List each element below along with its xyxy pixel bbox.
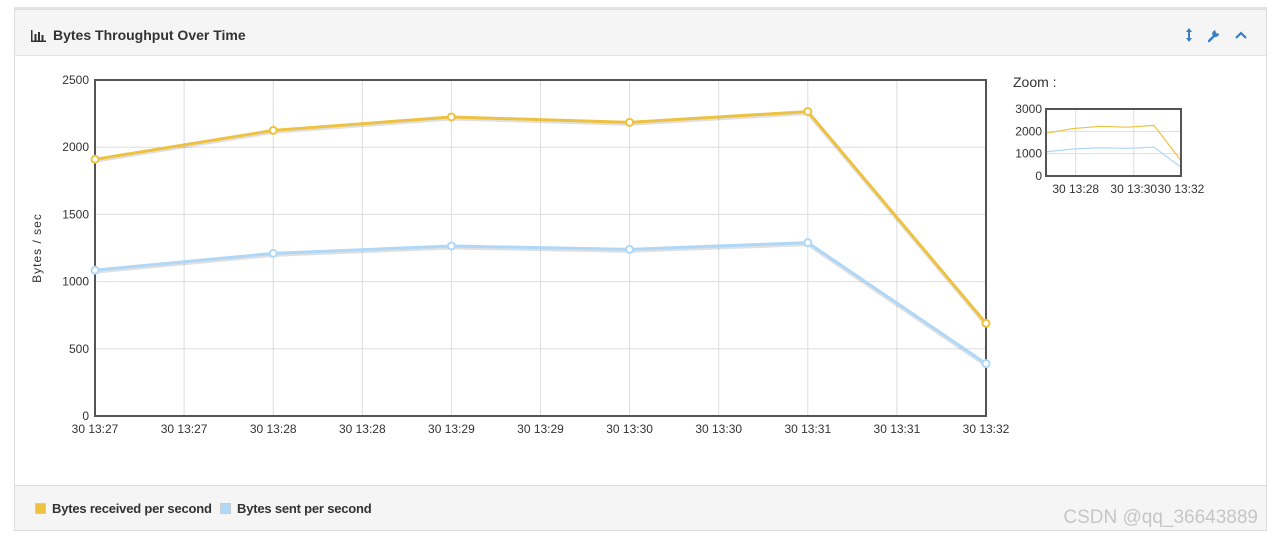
panel-title: Bytes Throughput Over Time	[53, 27, 246, 43]
y-tick-label: 1500	[62, 207, 89, 221]
data-point-received	[90, 154, 100, 164]
wrench-icon[interactable]	[1206, 27, 1222, 43]
zoom-y-tick-label: 3000	[1015, 102, 1042, 116]
chevron-up-icon[interactable]	[1233, 27, 1249, 43]
data-point-sent	[268, 248, 278, 258]
bar-chart-icon	[31, 29, 46, 42]
x-tick-label: 30 13:28	[339, 422, 386, 436]
zoom-plot-border	[1045, 108, 1182, 177]
x-tick-label: 30 13:32	[963, 422, 1010, 436]
data-point-sent	[803, 238, 813, 248]
zoom-series-sent	[1045, 146, 1182, 168]
data-point-received	[625, 117, 635, 127]
legend-label-sent: Bytes sent per second	[237, 501, 372, 516]
data-point-sent	[90, 265, 100, 275]
y-tick-label: 1000	[62, 275, 89, 289]
legend-item-received[interactable]: Bytes received per second	[35, 501, 212, 516]
y-tick-label: 2500	[62, 73, 89, 87]
y-axis-label: Bytes / sec	[30, 213, 44, 283]
x-tick-label: 30 13:29	[517, 422, 564, 436]
x-tick-label: 30 13:29	[428, 422, 475, 436]
series-line-received	[94, 110, 988, 325]
zoom-x-tick-label: 30 13:28	[1052, 182, 1099, 196]
legend-swatch-received	[35, 503, 46, 514]
x-tick-label: 30 13:30	[606, 422, 653, 436]
data-point-sent	[446, 241, 456, 251]
legend-swatch-sent	[220, 503, 231, 514]
zoom-y-tick-label: 1000	[1015, 147, 1042, 161]
zoom-y-tick-label: 2000	[1015, 124, 1042, 138]
data-point-received	[803, 107, 813, 117]
data-point-received	[446, 112, 456, 122]
throughput-panel: Bytes Throughput Over Time Zoom : 0 500 10…	[14, 9, 1267, 531]
data-point-received	[981, 318, 991, 328]
panel-top-border	[14, 7, 1267, 10]
panel-heading: Bytes Throughput Over Time	[15, 10, 1266, 56]
throughput-chart: 0 500 1000 1500 2000 2500 30 13:27 30 13:27 30 1…	[30, 73, 1205, 436]
data-point-received	[268, 125, 278, 135]
x-tick-label: 30 13:28	[250, 422, 297, 436]
x-tick-label: 30 13:31	[874, 422, 921, 436]
legend-footer: Bytes received per second Bytes sent per…	[15, 485, 1266, 530]
x-tick-label: 30 13:27	[161, 422, 208, 436]
y-tick-label: 0	[82, 409, 89, 423]
zoom-y-tick-label: 0	[1035, 169, 1042, 183]
zoom-label: Zoom :	[1013, 74, 1057, 90]
x-tick-label: 30 13:30	[695, 422, 742, 436]
y-tick-label: 500	[69, 342, 89, 356]
vertical-resize-icon[interactable]	[1181, 27, 1197, 43]
x-tick-label: 30 13:31	[784, 422, 831, 436]
y-tick-label: 2000	[62, 140, 89, 154]
legend-item-sent[interactable]: Bytes sent per second	[220, 501, 372, 516]
zoom-series-received	[1045, 124, 1182, 161]
data-point-sent	[625, 244, 635, 254]
legend-label-received: Bytes received per second	[52, 501, 212, 516]
series-shadow-sent	[94, 243, 987, 367]
plot-border	[94, 79, 987, 417]
zoom-x-tick-label: 30 13:30	[1110, 182, 1157, 196]
zoom-x-tick-label: 30 13:32	[1158, 182, 1205, 196]
watermark: CSDN @qq_36643889	[1063, 507, 1258, 528]
data-point-sent	[981, 359, 991, 369]
x-tick-label: 30 13:27	[72, 422, 119, 436]
series-line-sent	[94, 241, 987, 365]
